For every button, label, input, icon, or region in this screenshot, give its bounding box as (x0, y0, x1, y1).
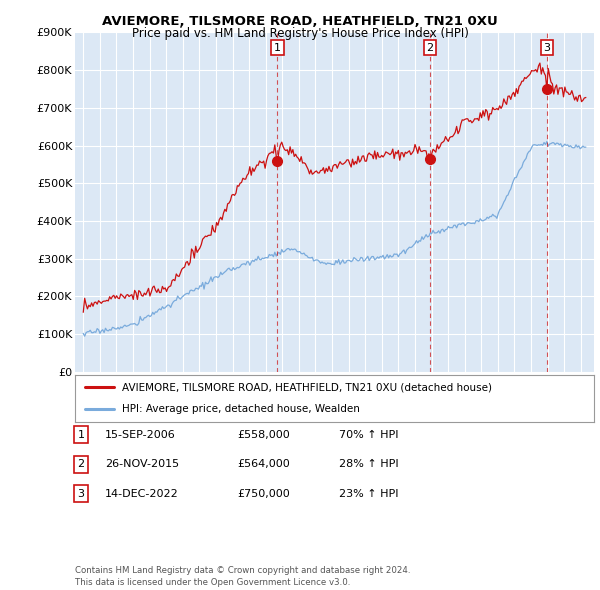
Text: 28% ↑ HPI: 28% ↑ HPI (339, 460, 398, 469)
Text: £564,000: £564,000 (237, 460, 290, 469)
Text: 15-SEP-2006: 15-SEP-2006 (105, 430, 176, 440)
Text: AVIEMORE, TILSMORE ROAD, HEATHFIELD, TN21 0XU: AVIEMORE, TILSMORE ROAD, HEATHFIELD, TN2… (102, 15, 498, 28)
Text: Price paid vs. HM Land Registry's House Price Index (HPI): Price paid vs. HM Land Registry's House … (131, 27, 469, 40)
Text: 70% ↑ HPI: 70% ↑ HPI (339, 430, 398, 440)
Text: 14-DEC-2022: 14-DEC-2022 (105, 489, 179, 499)
Text: Contains HM Land Registry data © Crown copyright and database right 2024.
This d: Contains HM Land Registry data © Crown c… (75, 566, 410, 587)
Text: 26-NOV-2015: 26-NOV-2015 (105, 460, 179, 469)
Text: £558,000: £558,000 (237, 430, 290, 440)
Text: HPI: Average price, detached house, Wealden: HPI: Average price, detached house, Weal… (122, 404, 359, 414)
Text: 1: 1 (274, 42, 281, 53)
Text: AVIEMORE, TILSMORE ROAD, HEATHFIELD, TN21 0XU (detached house): AVIEMORE, TILSMORE ROAD, HEATHFIELD, TN2… (122, 382, 492, 392)
Text: £750,000: £750,000 (237, 489, 290, 499)
Text: 2: 2 (426, 42, 433, 53)
Text: 23% ↑ HPI: 23% ↑ HPI (339, 489, 398, 499)
Text: 2: 2 (77, 460, 85, 469)
Text: 3: 3 (77, 489, 85, 499)
Text: 1: 1 (77, 430, 85, 440)
Text: 3: 3 (544, 42, 550, 53)
